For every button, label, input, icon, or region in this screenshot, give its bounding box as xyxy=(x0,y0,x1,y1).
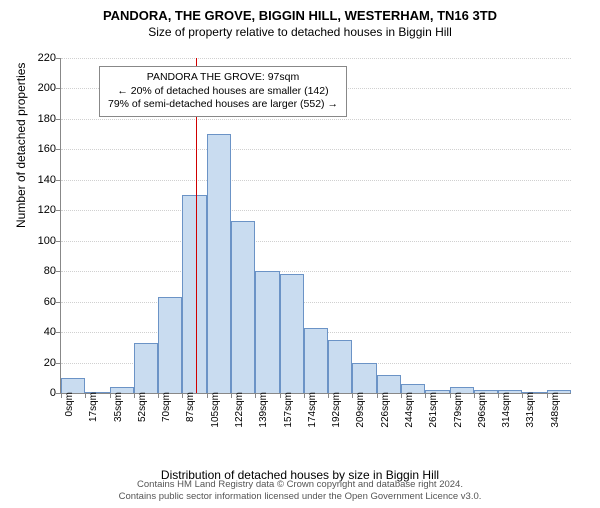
xtick-mark xyxy=(158,393,159,398)
ytick-mark xyxy=(56,332,61,333)
xtick-mark xyxy=(547,393,548,398)
ytick-mark xyxy=(56,180,61,181)
ytick-label: 220 xyxy=(26,52,56,64)
ytick-label: 0 xyxy=(26,387,56,399)
info-box: PANDORA THE GROVE: 97sqm ← 20% of detach… xyxy=(99,66,347,117)
xtick-label: 122sqm xyxy=(234,392,245,428)
xtick-mark xyxy=(182,393,183,398)
ytick-mark xyxy=(56,58,61,59)
xtick-mark xyxy=(231,393,232,398)
plot-region: 0204060801001201401601802002200sqm17sqm3… xyxy=(60,58,571,394)
xtick-label: 226sqm xyxy=(380,392,391,428)
ytick-label: 20 xyxy=(26,357,56,369)
xtick-label: 209sqm xyxy=(355,392,366,428)
xtick-label: 35sqm xyxy=(113,392,124,422)
histogram-bar xyxy=(134,343,158,393)
xtick-label: 192sqm xyxy=(331,392,342,428)
ytick-mark xyxy=(56,88,61,89)
xtick-mark xyxy=(474,393,475,398)
xtick-label: 105sqm xyxy=(210,392,221,428)
gridline xyxy=(61,58,571,59)
ytick-label: 40 xyxy=(26,326,56,338)
info-box-line3: 79% of semi-detached houses are larger (… xyxy=(108,98,338,112)
ytick-label: 180 xyxy=(26,113,56,125)
xtick-mark xyxy=(450,393,451,398)
gridline xyxy=(61,271,571,272)
xtick-label: 139sqm xyxy=(258,392,269,428)
info-box-line2: ← 20% of detached houses are smaller (14… xyxy=(108,85,338,99)
xtick-mark xyxy=(352,393,353,398)
xtick-label: 279sqm xyxy=(453,392,464,428)
xtick-label: 174sqm xyxy=(307,392,318,428)
histogram-bar xyxy=(280,274,304,393)
histogram-bar xyxy=(158,297,182,393)
ytick-mark xyxy=(56,119,61,120)
xtick-label: 244sqm xyxy=(404,392,415,428)
xtick-label: 314sqm xyxy=(501,392,512,428)
xtick-label: 70sqm xyxy=(161,392,172,422)
xtick-mark xyxy=(110,393,111,398)
footer-line1: Contains HM Land Registry data © Crown c… xyxy=(0,479,600,490)
xtick-mark xyxy=(85,393,86,398)
histogram-bar xyxy=(255,271,279,393)
chart-title-main: PANDORA, THE GROVE, BIGGIN HILL, WESTERH… xyxy=(0,8,600,23)
histogram-bar xyxy=(61,378,85,393)
histogram-bar xyxy=(352,363,376,393)
xtick-mark xyxy=(255,393,256,398)
gridline xyxy=(61,302,571,303)
xtick-label: 87sqm xyxy=(185,392,196,422)
ytick-label: 80 xyxy=(26,265,56,277)
ytick-label: 200 xyxy=(26,82,56,94)
gridline xyxy=(61,210,571,211)
ytick-label: 60 xyxy=(26,296,56,308)
ytick-mark xyxy=(56,149,61,150)
ytick-mark xyxy=(56,241,61,242)
xtick-mark xyxy=(328,393,329,398)
footer-line2: Contains public sector information licen… xyxy=(0,491,600,502)
xtick-mark xyxy=(425,393,426,398)
xtick-mark xyxy=(61,393,62,398)
xtick-label: 157sqm xyxy=(283,392,294,428)
ytick-label: 100 xyxy=(26,235,56,247)
chart-title-sub: Size of property relative to detached ho… xyxy=(0,25,600,39)
histogram-bar xyxy=(328,340,352,393)
ytick-label: 140 xyxy=(26,174,56,186)
xtick-mark xyxy=(304,393,305,398)
xtick-mark xyxy=(207,393,208,398)
ytick-mark xyxy=(56,271,61,272)
xtick-mark xyxy=(401,393,402,398)
xtick-mark xyxy=(377,393,378,398)
info-box-line1: PANDORA THE GROVE: 97sqm xyxy=(108,71,338,85)
xtick-label: 331sqm xyxy=(525,392,536,428)
histogram-bar xyxy=(182,195,206,393)
xtick-mark xyxy=(280,393,281,398)
xtick-mark xyxy=(498,393,499,398)
xtick-label: 296sqm xyxy=(477,392,488,428)
xtick-label: 348sqm xyxy=(550,392,561,428)
xtick-mark xyxy=(522,393,523,398)
xtick-label: 261sqm xyxy=(428,392,439,428)
gridline xyxy=(61,119,571,120)
histogram-bar xyxy=(207,134,231,393)
histogram-bar xyxy=(377,375,401,393)
ytick-mark xyxy=(56,363,61,364)
histogram-bar xyxy=(231,221,255,393)
histogram-bar xyxy=(304,328,328,393)
xtick-label: 0sqm xyxy=(64,392,75,416)
ytick-mark xyxy=(56,302,61,303)
ytick-mark xyxy=(56,210,61,211)
xtick-mark xyxy=(134,393,135,398)
xtick-label: 52sqm xyxy=(137,392,148,422)
xtick-label: 17sqm xyxy=(88,392,99,422)
ytick-label: 120 xyxy=(26,204,56,216)
gridline xyxy=(61,149,571,150)
chart-area: 0204060801001201401601802002200sqm17sqm3… xyxy=(60,58,570,428)
footer-credit: Contains HM Land Registry data © Crown c… xyxy=(0,479,600,502)
ytick-label: 160 xyxy=(26,143,56,155)
gridline xyxy=(61,180,571,181)
gridline xyxy=(61,241,571,242)
